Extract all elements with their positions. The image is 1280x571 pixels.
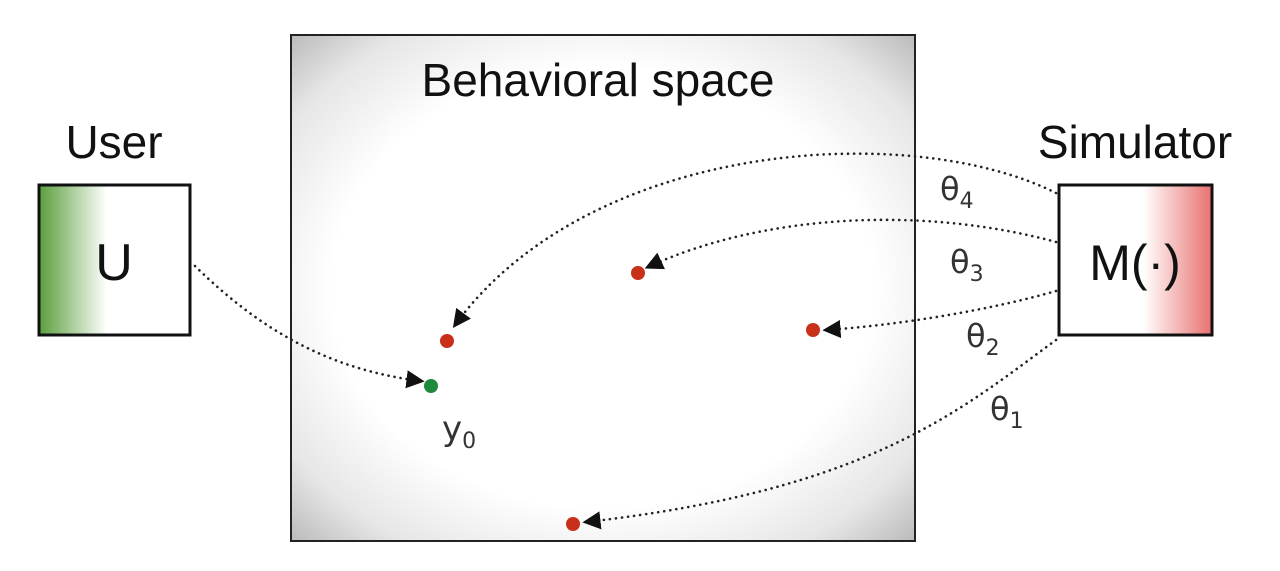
user-heading: User — [65, 116, 162, 168]
behavioral-space-box — [290, 34, 916, 542]
points — [424, 266, 820, 531]
theta2-subscript: 2 — [986, 336, 1000, 361]
user-block: User U — [37, 116, 192, 337]
behavioral-space-panel: Behavioral space — [290, 34, 916, 542]
theta3-arrow — [644, 218, 1058, 270]
simulated-point-theta3 — [631, 266, 645, 280]
user-box-label: U — [95, 234, 133, 292]
theta1-label: θ1 — [990, 390, 1024, 434]
theta3-subscript: 3 — [970, 262, 984, 287]
theta2-symbol: θ — [966, 317, 986, 355]
theta4-symbol: θ — [940, 170, 960, 208]
theta3-symbol: θ — [950, 243, 970, 281]
simulator-box-label: M(·) — [1089, 235, 1181, 291]
simulated-point-theta2 — [806, 323, 820, 337]
observed-point — [424, 379, 438, 393]
theta4-arrow — [452, 152, 1058, 328]
simulator-box-fill — [1059, 185, 1212, 335]
observed-point-subscript: 0 — [462, 429, 476, 454]
theta3-label: θ3 — [950, 243, 984, 287]
simulated-point-theta1 — [566, 517, 580, 531]
theta1-subscript: 1 — [1010, 409, 1024, 434]
arrows — [193, 152, 1058, 530]
theta2-arrow — [822, 289, 1058, 339]
theta4-label: θ4 — [940, 170, 974, 214]
user-box-fill — [39, 185, 190, 335]
theta1-arrow — [582, 338, 1058, 530]
observed-point-label: y0 — [442, 409, 476, 454]
theta2-label: θ2 — [966, 317, 1000, 361]
user-box — [37, 183, 192, 337]
user-to-observation-arrow — [193, 264, 425, 389]
theta4-subscript: 4 — [960, 189, 974, 214]
simulator-block: Simulator M(·) — [1038, 116, 1232, 337]
simulator-heading: Simulator — [1038, 116, 1232, 168]
parameter-labels: θ4 θ3 θ2 θ1 — [940, 170, 1024, 434]
simulator-box — [1057, 183, 1214, 337]
observed-point-letter: y — [442, 409, 462, 449]
behavioral-space-title: Behavioral space — [422, 54, 775, 106]
simulated-point-theta4 — [440, 334, 454, 348]
theta1-symbol: θ — [990, 390, 1010, 428]
